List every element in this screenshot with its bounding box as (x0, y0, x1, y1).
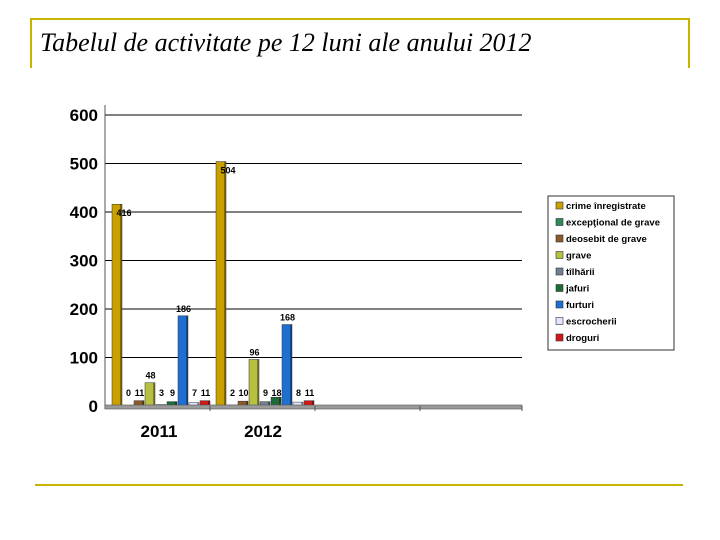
y-tick-label: 200 (70, 300, 98, 319)
data-label: 168 (280, 313, 295, 323)
bar-shade (142, 400, 144, 406)
data-label: 9 (170, 388, 175, 398)
bar-shade (257, 359, 259, 406)
bar-shade (153, 382, 155, 406)
gridlines (105, 114, 522, 358)
legend-swatch (555, 284, 564, 292)
data-label: 2 (230, 388, 235, 398)
legend-label: furturi (566, 300, 594, 311)
data-label: 3 (159, 388, 164, 398)
legend-swatch (555, 218, 564, 226)
legend-box (547, 195, 675, 351)
y-tick-label: 100 (70, 349, 98, 368)
bar-shade (246, 401, 248, 406)
y-tick-label: 300 (70, 252, 98, 271)
legend-swatch (555, 317, 564, 325)
legend-label: jafuri (565, 284, 589, 295)
y-tick-label: 600 (70, 106, 98, 125)
legend-label: excepţional de grave (566, 218, 660, 229)
x-tick-label: 2011 (141, 422, 178, 441)
bar-shade (208, 400, 210, 406)
bar-shade (224, 161, 226, 406)
data-label: 7 (192, 388, 197, 398)
data-label: 11 (305, 388, 315, 398)
slide-title: Tabelul de activitate pe 12 luni ale anu… (40, 28, 532, 57)
bar-shade (120, 204, 122, 406)
data-label: 96 (249, 347, 259, 357)
data-label: 186 (176, 304, 191, 314)
bar-shade (175, 401, 177, 406)
legend-swatch (555, 333, 564, 342)
legend-label: tîlhării (566, 267, 595, 278)
data-label: 10 (238, 388, 248, 398)
bar-shade (290, 324, 292, 406)
legend-swatch (555, 201, 564, 210)
legend: crime înregistrate excepţional de grave de… (547, 195, 675, 351)
bar-group (111, 161, 315, 407)
data-label: 0 (126, 388, 131, 398)
data-label: 416 (116, 208, 131, 218)
frame-right-rule (688, 18, 690, 68)
data-label: 11 (201, 388, 211, 398)
bar-shade (197, 402, 199, 406)
frame-left-rule (30, 18, 32, 68)
x-tick-label: 2012 (244, 422, 282, 441)
bar-shade (312, 400, 314, 406)
legend-swatch (555, 251, 564, 259)
legend-label: crime înregistrate (566, 201, 646, 212)
bottom-rule (35, 484, 683, 486)
legend-label: escrocherii (566, 317, 617, 328)
bar-shade (301, 402, 303, 406)
frame-top-rule (30, 18, 690, 20)
y-tick-label: 500 (70, 155, 98, 174)
x-axis-floor (104, 404, 523, 410)
data-label: 8 (296, 388, 301, 398)
bar-shade (186, 315, 188, 406)
legend-swatch (555, 300, 564, 309)
data-label: 9 (263, 388, 268, 398)
legend-swatch (555, 267, 564, 276)
data-label: 504 (220, 166, 235, 176)
data-label: 18 (271, 388, 281, 398)
legend-swatch (555, 234, 564, 243)
data-label: 48 (145, 371, 155, 381)
legend-label: droguri (566, 333, 599, 344)
legend-label: grave (566, 251, 591, 262)
y-tick-label: 0 (89, 397, 98, 416)
data-label: 11 (135, 388, 145, 398)
bar-shade (279, 397, 281, 406)
legend-label: deosebit de grave (566, 234, 647, 245)
bar-shade (268, 401, 270, 406)
y-tick-label: 400 (70, 203, 98, 222)
